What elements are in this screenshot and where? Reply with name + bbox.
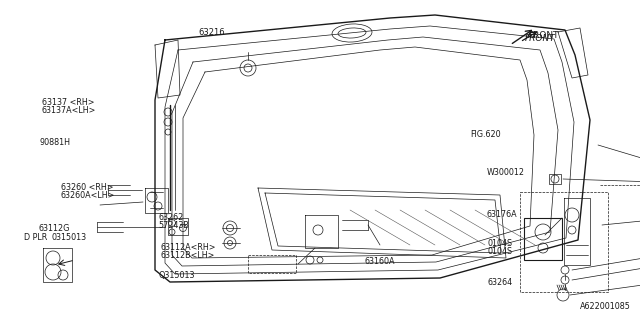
Bar — [248, 255, 296, 273]
Text: 63112A<RH>: 63112A<RH> — [160, 243, 216, 252]
Text: 63137A<LH>: 63137A<LH> — [42, 106, 96, 115]
Text: A622001085: A622001085 — [580, 302, 630, 311]
Text: D PLR: D PLR — [24, 233, 47, 242]
Text: 57243B: 57243B — [159, 221, 189, 230]
Text: FIG.620: FIG.620 — [470, 130, 501, 139]
Bar — [549, 174, 561, 184]
Text: FRONT: FRONT — [528, 31, 559, 40]
Text: 63260A<LH>: 63260A<LH> — [61, 191, 115, 200]
Text: 63112G: 63112G — [38, 224, 70, 233]
Text: 90881H: 90881H — [40, 138, 70, 147]
Text: FRONT: FRONT — [525, 34, 556, 43]
Text: 63176A: 63176A — [486, 210, 517, 219]
Text: 63160A: 63160A — [365, 257, 396, 266]
Text: 63112B<LH>: 63112B<LH> — [160, 251, 214, 260]
Text: 63137 <RH>: 63137 <RH> — [42, 98, 94, 107]
Text: 0104S: 0104S — [488, 239, 513, 248]
Text: 63260 <RH>: 63260 <RH> — [61, 183, 113, 192]
Text: 63262: 63262 — [159, 213, 184, 222]
Text: W300012: W300012 — [486, 168, 524, 177]
Text: 0315013: 0315013 — [51, 233, 86, 242]
Text: 63216: 63216 — [198, 28, 225, 36]
Text: Q315013: Q315013 — [159, 271, 195, 280]
Bar — [520, 192, 608, 292]
Bar — [524, 218, 562, 260]
Text: 0104S: 0104S — [488, 247, 513, 256]
Text: 63264: 63264 — [488, 278, 513, 287]
